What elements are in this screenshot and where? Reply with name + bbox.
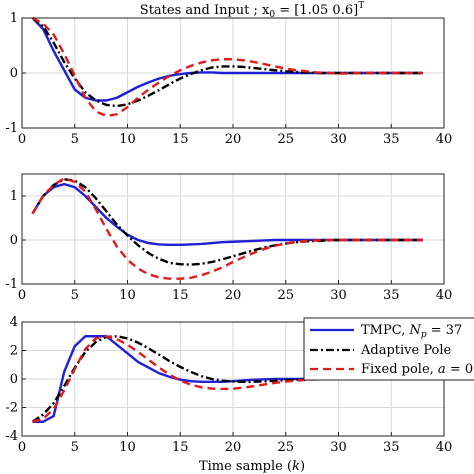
series-line-adaptive-3 <box>31 335 423 423</box>
x-tick-label: 30 <box>330 440 347 455</box>
x-tick-label: 15 <box>172 288 189 303</box>
x-tick-label: 20 <box>225 440 242 455</box>
x-tick-label: 10 <box>119 132 136 147</box>
y-tick-label: 0 <box>10 66 18 81</box>
figure-title-tail: = [1.05 0.6] <box>275 3 358 18</box>
x-tick-label: 20 <box>225 288 242 303</box>
x-tick-label: 10 <box>119 288 136 303</box>
x-tick-label: 40 <box>436 440 453 455</box>
figure-title-superscript: T <box>358 1 364 11</box>
x-tick-label: 35 <box>383 288 400 303</box>
x-tick-label: 0 <box>18 288 26 303</box>
legend-label-adaptive: Adaptive Pole <box>360 343 452 358</box>
x-tick-label: 25 <box>277 288 294 303</box>
x-tick-label: 15 <box>172 132 189 147</box>
x-tick-label: 25 <box>277 132 294 147</box>
series-line-fixed-1 <box>31 16 423 118</box>
x-tick-label: 15 <box>172 440 189 455</box>
y-tick-label: -2 <box>5 401 18 416</box>
panel-2: 0 5 10 15 20 25 30 35 40-101 <box>5 173 453 303</box>
series-line-fixed-3 <box>32 335 423 423</box>
x-tick-label: 20 <box>225 132 242 147</box>
series-line-adaptive-1 <box>31 17 423 108</box>
figure-title-subscript: 0 <box>269 10 275 20</box>
y-tick-label: 4 <box>10 315 18 330</box>
y-tick-label: -1 <box>5 277 18 292</box>
figure-title: States and Input ; x0 = [1.05 0.6]T <box>140 1 364 20</box>
x-tick-label: 5 <box>71 440 79 455</box>
x-tick-label: 30 <box>330 132 347 147</box>
x-tick-label: 35 <box>383 132 400 147</box>
y-tick-label: 0 <box>10 233 18 248</box>
legend: TMPC, Np = 37 Adaptive Pole Fixed pole, … <box>303 317 474 381</box>
figure-title-main: States and Input ; x <box>140 3 270 18</box>
legend-label-tmpc: TMPC, Np = 37 <box>361 323 462 340</box>
y-tick-label: 0 <box>10 372 18 387</box>
panel-1: 0 5 10 15 20 25 30 35 40-101 <box>5 11 452 147</box>
x-tick-label: 35 <box>383 440 400 455</box>
x-tick-label: 40 <box>436 132 453 147</box>
x-tick-label: 10 <box>119 440 136 455</box>
series-line-fixed-2 <box>31 177 423 280</box>
series-line-adaptive-2 <box>31 178 423 266</box>
x-tick-label: 25 <box>277 440 294 455</box>
x-tick-label: 5 <box>71 132 79 147</box>
x-tick-label: 30 <box>330 288 347 303</box>
y-tick-label: 2 <box>10 344 18 359</box>
legend-label-fixed: Fixed pole, a = 0 <box>361 362 473 377</box>
x-tick-label: 40 <box>436 288 453 303</box>
x-tick-label: 5 <box>71 288 79 303</box>
y-tick-label: 1 <box>10 189 18 204</box>
y-tick-label: -4 <box>5 429 18 444</box>
x-axis-label: Time sample (k) <box>199 459 305 474</box>
x-tick-label: 0 <box>18 440 26 455</box>
y-tick-label: -1 <box>5 121 18 136</box>
x-tick-label: 0 <box>18 132 26 147</box>
y-tick-label: 1 <box>10 11 18 26</box>
